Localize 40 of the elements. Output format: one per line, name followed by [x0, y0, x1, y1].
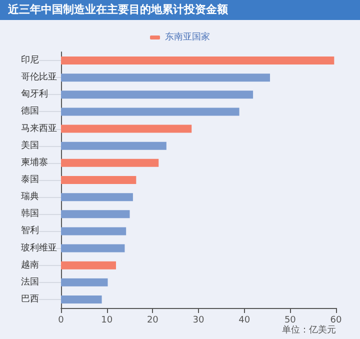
- chart-title: 近三年中国制造业在主要目的地累计投资金额: [0, 0, 360, 20]
- y-tick-label: 玻利维亚: [21, 242, 57, 254]
- legend-label: 东南亚国家: [165, 32, 210, 42]
- bar: [61, 227, 126, 236]
- y-tick-label: 法国: [21, 276, 39, 288]
- y-tick-label: 美国: [21, 140, 39, 151]
- y-tick-label: 瑞典: [21, 191, 39, 202]
- bar: [61, 278, 108, 286]
- x-tick-label: 10: [101, 316, 113, 326]
- bar: [61, 56, 334, 65]
- y-tick-label: 哥伦比亚: [21, 72, 57, 83]
- y-tick-label: 泰国: [21, 174, 39, 185]
- x-tick-label: 30: [192, 316, 204, 326]
- bar: [61, 124, 192, 133]
- bar: [61, 90, 254, 99]
- bar: [61, 158, 159, 167]
- bar: [61, 244, 125, 252]
- x-tick-label: 40: [238, 316, 250, 326]
- y-tick-label: 韩国: [21, 208, 39, 220]
- bar: [61, 295, 102, 304]
- y-tick-label: 智利: [21, 225, 39, 236]
- y-tick-label: 德国: [21, 106, 39, 117]
- bar: [61, 108, 240, 116]
- bar: [61, 176, 136, 184]
- y-tick-label: 巴西: [21, 294, 39, 304]
- y-tick-label: 马来西亚: [21, 122, 57, 134]
- bar: [61, 261, 116, 270]
- x-tick-label: 0: [58, 316, 64, 326]
- y-tick-label: 越南: [21, 259, 39, 270]
- y-tick-label: 柬埔寨: [21, 156, 48, 168]
- bar: [61, 193, 133, 202]
- bar: [61, 142, 166, 150]
- y-tick-label: 匈牙利: [21, 88, 48, 100]
- x-tick-label: 20: [146, 316, 159, 326]
- text: 单位：亿美元: [282, 324, 336, 336]
- x-tick-label: 50: [284, 316, 296, 326]
- bar: [61, 74, 270, 82]
- x-tick-label: 60: [330, 316, 342, 326]
- bar: [61, 210, 130, 218]
- y-tick-label: 印尼: [21, 54, 39, 66]
